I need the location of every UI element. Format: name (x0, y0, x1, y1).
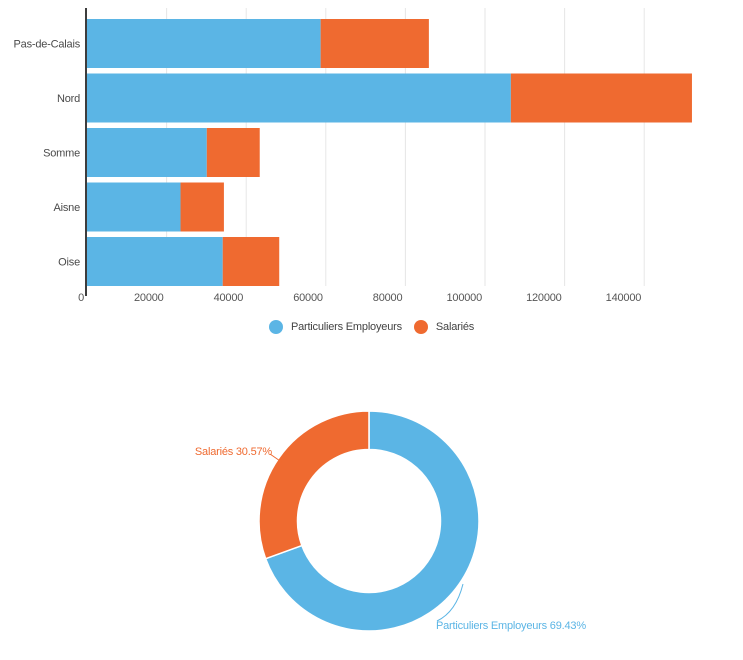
x-axis-tick-label: 0 (78, 292, 84, 304)
x-axis-tick-label: 80000 (373, 292, 403, 304)
category-label-somme: Somme (43, 148, 80, 160)
legend-label-salaries: Salariés (435, 321, 475, 333)
category-label-nord: Nord (57, 93, 80, 105)
leader-line-salaries (269, 453, 284, 464)
bar-segment-aisne-salaries (180, 182, 224, 232)
bar-segment-nord-particuliers-employeurs (87, 73, 511, 123)
category-label-aisne: Aisne (53, 202, 80, 214)
x-axis-tick-label: 100000 (446, 292, 482, 304)
leader-line-particuliers-employeurs (436, 583, 464, 622)
bar-segment-pas-de-calais-particuliers-employeurs (87, 19, 321, 68)
x-axis-tick-label: 120000 (526, 292, 562, 304)
legend-marker-salaries-icon (413, 320, 428, 334)
bar-segment-aisne-particuliers-employeurs (87, 182, 181, 232)
donut-chart (258, 410, 480, 632)
donut-slice-salaries (258, 410, 370, 560)
x-axis-tick-label: 140000 (606, 292, 642, 304)
legend-item-salaries[interactable]: Salariés (413, 320, 475, 334)
legend-label-particuliers-employeurs: Particuliers Employeurs (290, 321, 402, 333)
legend-marker-particuliers-icon (268, 320, 283, 334)
bar-segment-somme-particuliers-employeurs (87, 128, 207, 177)
bar-segment-oise-salaries (222, 237, 280, 286)
bar-segment-oise-particuliers-employeurs (87, 237, 223, 286)
x-axis-tick-label: 20000 (134, 292, 164, 304)
x-axis-tick-label: 40000 (214, 292, 244, 304)
bar-segment-pas-de-calais-salaries (320, 19, 429, 68)
category-label-oise: Oise (58, 257, 80, 269)
category-label-pas-de-calais: Pas-de-Calais (14, 39, 81, 51)
x-axis-tick-label: 60000 (293, 292, 323, 304)
legend-item-particuliers-employeurs[interactable]: Particuliers Employeurs (268, 320, 402, 334)
stacked-bar-chart: 0 20000 40000 60000 80000 100000 120000 140000 P… (14, 8, 692, 304)
donut-label-particuliers-employeurs: Particuliers Employeurs 69.43% (436, 620, 586, 632)
donut-slice-particuliers-employeurs (264, 410, 480, 632)
bar-segment-nord-salaries (510, 73, 692, 123)
bar-segment-somme-salaries (206, 128, 260, 177)
bar-chart-legend: Particuliers Employeurs Salariés (0, 320, 743, 334)
donut-label-salaries: Salariés 30.57% (194, 446, 272, 458)
